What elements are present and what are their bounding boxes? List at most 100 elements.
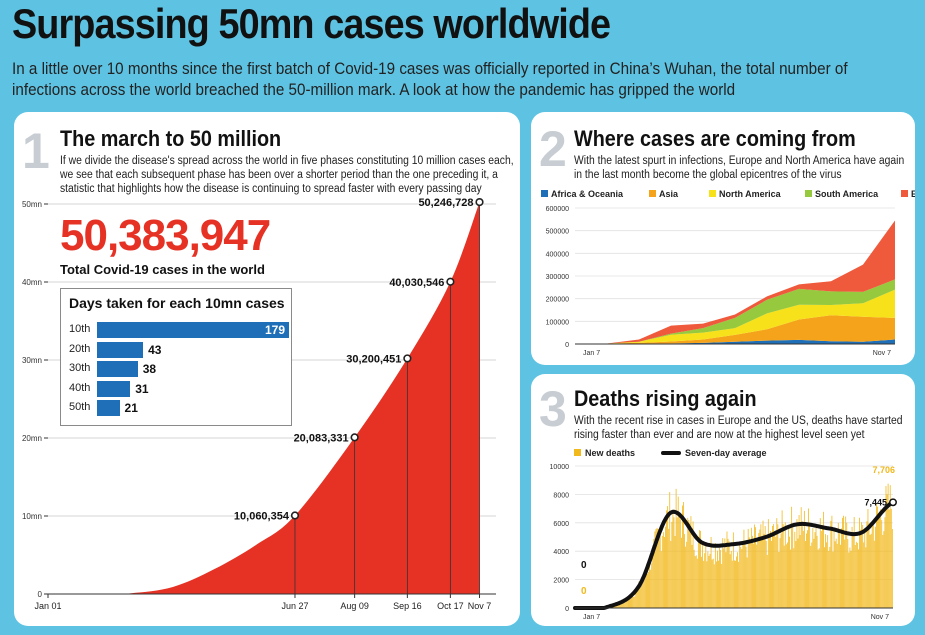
new-deaths-bar (643, 570, 645, 608)
new-deaths-bar (683, 502, 684, 608)
days-bar-value: 43 (148, 342, 162, 357)
new-deaths-bar (816, 535, 818, 608)
new-deaths-bar (745, 546, 747, 608)
new-deaths-bar (626, 599, 628, 608)
new-deaths-bar (756, 544, 758, 608)
x-tick-label-4: Oct 17 (437, 601, 464, 611)
new-deaths-bar (807, 530, 808, 608)
new-deaths-bar (700, 530, 701, 608)
new-deaths-bar (838, 533, 840, 608)
new-deaths-bar (631, 597, 632, 608)
new-deaths-bar (782, 524, 784, 608)
days-bar-value: 38 (142, 362, 157, 376)
new-deaths-bar (862, 524, 864, 608)
new-deaths-bar (735, 560, 736, 608)
new-deaths-bar (675, 488, 677, 608)
new-deaths-bar (641, 581, 643, 608)
days-bar (97, 400, 120, 416)
new-deaths-bar (771, 540, 772, 608)
new-deaths-bar (880, 509, 882, 608)
new-deaths-bar (746, 557, 748, 608)
new-deaths-bar (624, 601, 626, 608)
y-tick-label-40mn: 40mn (22, 278, 42, 287)
panel-where-cases-coming-from: 2 Where cases are coming from With the l… (531, 112, 915, 365)
new-deaths-bar (831, 515, 833, 608)
panel2-description: With the latest spurt in infections, Eur… (574, 155, 905, 181)
new-deaths-bar (824, 547, 825, 608)
days-bar (97, 322, 289, 338)
days-bar-value: 179 (265, 323, 286, 337)
y-tick-label-2000: 2000 (553, 578, 569, 585)
new-deaths-bar (766, 554, 768, 608)
legend-swatch-0 (541, 190, 548, 197)
new-deaths-bar (856, 542, 858, 608)
new-deaths-bar (767, 519, 769, 608)
new-deaths-bar (628, 596, 629, 608)
new-deaths-bar (696, 558, 698, 608)
new-deaths-bar (877, 506, 878, 608)
new-deaths-bar (826, 542, 828, 608)
deaths-chart: New deaths Seven-day average 0 2000 4000 6000… (550, 448, 897, 621)
new-deaths-bar (853, 517, 855, 608)
panel1-number: 1 (22, 123, 50, 179)
new-deaths-bar (615, 605, 617, 608)
new-deaths-bar (812, 527, 814, 608)
new-deaths-bar (653, 538, 655, 608)
new-deaths-bar (714, 543, 716, 608)
new-deaths-bar (657, 528, 659, 608)
new-deaths-bar (828, 550, 830, 608)
x-tick-label-1: Jun 27 (281, 601, 308, 611)
area-asia (575, 315, 895, 344)
y-tick-label-0: 0 (38, 590, 43, 599)
new-deaths-bar (721, 563, 723, 608)
new-deaths-bar (754, 524, 755, 608)
new-deaths-bar (844, 539, 846, 608)
new-deaths-bar (860, 529, 861, 608)
y-tick-label-10mn: 10mn (22, 512, 42, 521)
new-deaths-bar (637, 586, 639, 608)
new-deaths-bar (847, 538, 849, 608)
new-deaths-bar (867, 509, 869, 608)
new-deaths-bar (783, 545, 785, 608)
new-deaths-bar (712, 558, 714, 608)
new-deaths-bar (797, 538, 799, 608)
milestone-label-3: 30,200,451 (346, 353, 401, 365)
new-deaths-bar (801, 521, 803, 608)
new-deaths-bar (692, 521, 694, 608)
new-deaths-bar (638, 581, 640, 608)
new-deaths-bar (640, 584, 642, 608)
new-deaths-bar (694, 556, 696, 608)
new-deaths-bar (815, 527, 817, 608)
new-deaths-bar (777, 524, 779, 608)
new-deaths-bar (810, 545, 812, 608)
new-deaths-bar (823, 511, 824, 608)
new-deaths-bar (691, 544, 693, 608)
x-tick-label-2: Aug 09 (340, 601, 369, 611)
new-deaths-bar (811, 542, 813, 608)
days-row-label: 50th (69, 401, 91, 413)
new-deaths-bar (635, 592, 637, 608)
new-deaths-bar (749, 543, 751, 608)
new-deaths-bar (779, 538, 781, 608)
new-deaths-bar (885, 486, 887, 608)
new-deaths-bar (670, 540, 672, 608)
new-deaths-bar (852, 532, 854, 608)
new-deaths-bar (625, 599, 627, 608)
new-deaths-bar (890, 508, 892, 608)
new-deaths-bar (780, 533, 782, 608)
y-tick-label-30mn: 30mn (22, 356, 42, 365)
new-deaths-bar (654, 531, 656, 608)
new-deaths-bar (820, 531, 822, 608)
panel3-description: With the recent rise in cases in Europe … (574, 415, 903, 441)
new-deaths-bar (618, 603, 620, 608)
new-deaths-bar (684, 534, 685, 608)
new-deaths-bar (773, 524, 775, 608)
x-tick-label-end: Nov 7 (873, 350, 891, 357)
new-deaths-bar (888, 509, 890, 608)
end-new-deaths-label: 7,706 (872, 465, 895, 475)
new-deaths-bar (739, 541, 741, 608)
new-deaths-bar (848, 552, 850, 608)
new-deaths-bar (734, 560, 735, 608)
new-deaths-bar (757, 541, 759, 608)
new-deaths-bar (845, 516, 847, 608)
